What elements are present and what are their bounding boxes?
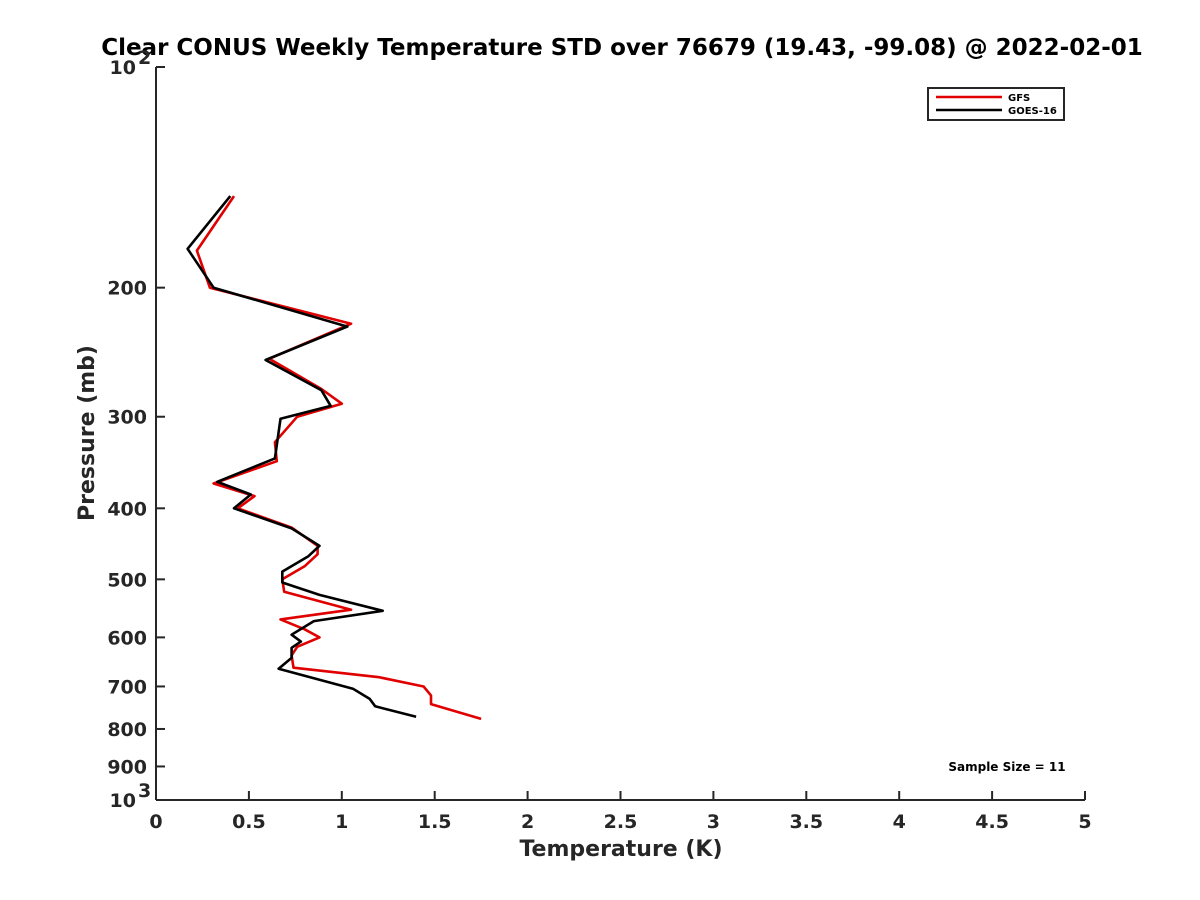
series-line-goes-16 — [186, 195, 417, 719]
y-tick-label: 800 — [107, 719, 147, 741]
x-tick-label: 4 — [893, 811, 906, 833]
y-tick-label: 400 — [107, 498, 147, 520]
y-tick-exponent: 2 — [138, 47, 151, 69]
x-tick-label: 1 — [335, 811, 348, 833]
y-tick-label: 200 — [107, 278, 147, 300]
y-axis-title: Pressure (mb) — [75, 345, 100, 521]
y-tick-exponent: 3 — [138, 780, 151, 802]
legend-label: GOES-16 — [1008, 106, 1057, 117]
x-tick-label: 2 — [521, 811, 534, 833]
x-axis: 0 0.5 1 1.5 2 2.5 3 3.5 4 4.5 5 — [149, 791, 1092, 833]
x-tick-label: 4.5 — [975, 811, 1009, 833]
legend: GFS GOES-16 — [927, 87, 1065, 121]
x-tick-label: 3.5 — [789, 811, 823, 833]
x-tick-label: 0.5 — [232, 811, 266, 833]
x-tick-label: 5 — [1078, 811, 1091, 833]
sample-size-annotation: Sample Size = 11 — [948, 760, 1065, 774]
x-tick-label: 1.5 — [418, 811, 452, 833]
x-axis-title: Temperature (K) — [519, 837, 722, 862]
y-tick-label: 500 — [107, 569, 147, 591]
legend-label: GFS — [1008, 93, 1030, 104]
y-tick-label: 600 — [107, 627, 147, 649]
plot-area — [186, 195, 482, 721]
legend-box — [927, 87, 1065, 121]
x-tick-label: 2.5 — [604, 811, 638, 833]
y-tick-label: 10 — [110, 57, 136, 79]
chart-title: Clear CONUS Weekly Temperature STD over … — [101, 35, 1143, 61]
x-tick-label: 3 — [707, 811, 720, 833]
y-tick-label: 700 — [107, 676, 147, 698]
y-tick-label: 10 — [110, 790, 136, 812]
y-tick-label: 300 — [107, 407, 147, 429]
y-tick-label: 900 — [107, 756, 147, 778]
x-tick-label: 0 — [149, 811, 162, 833]
